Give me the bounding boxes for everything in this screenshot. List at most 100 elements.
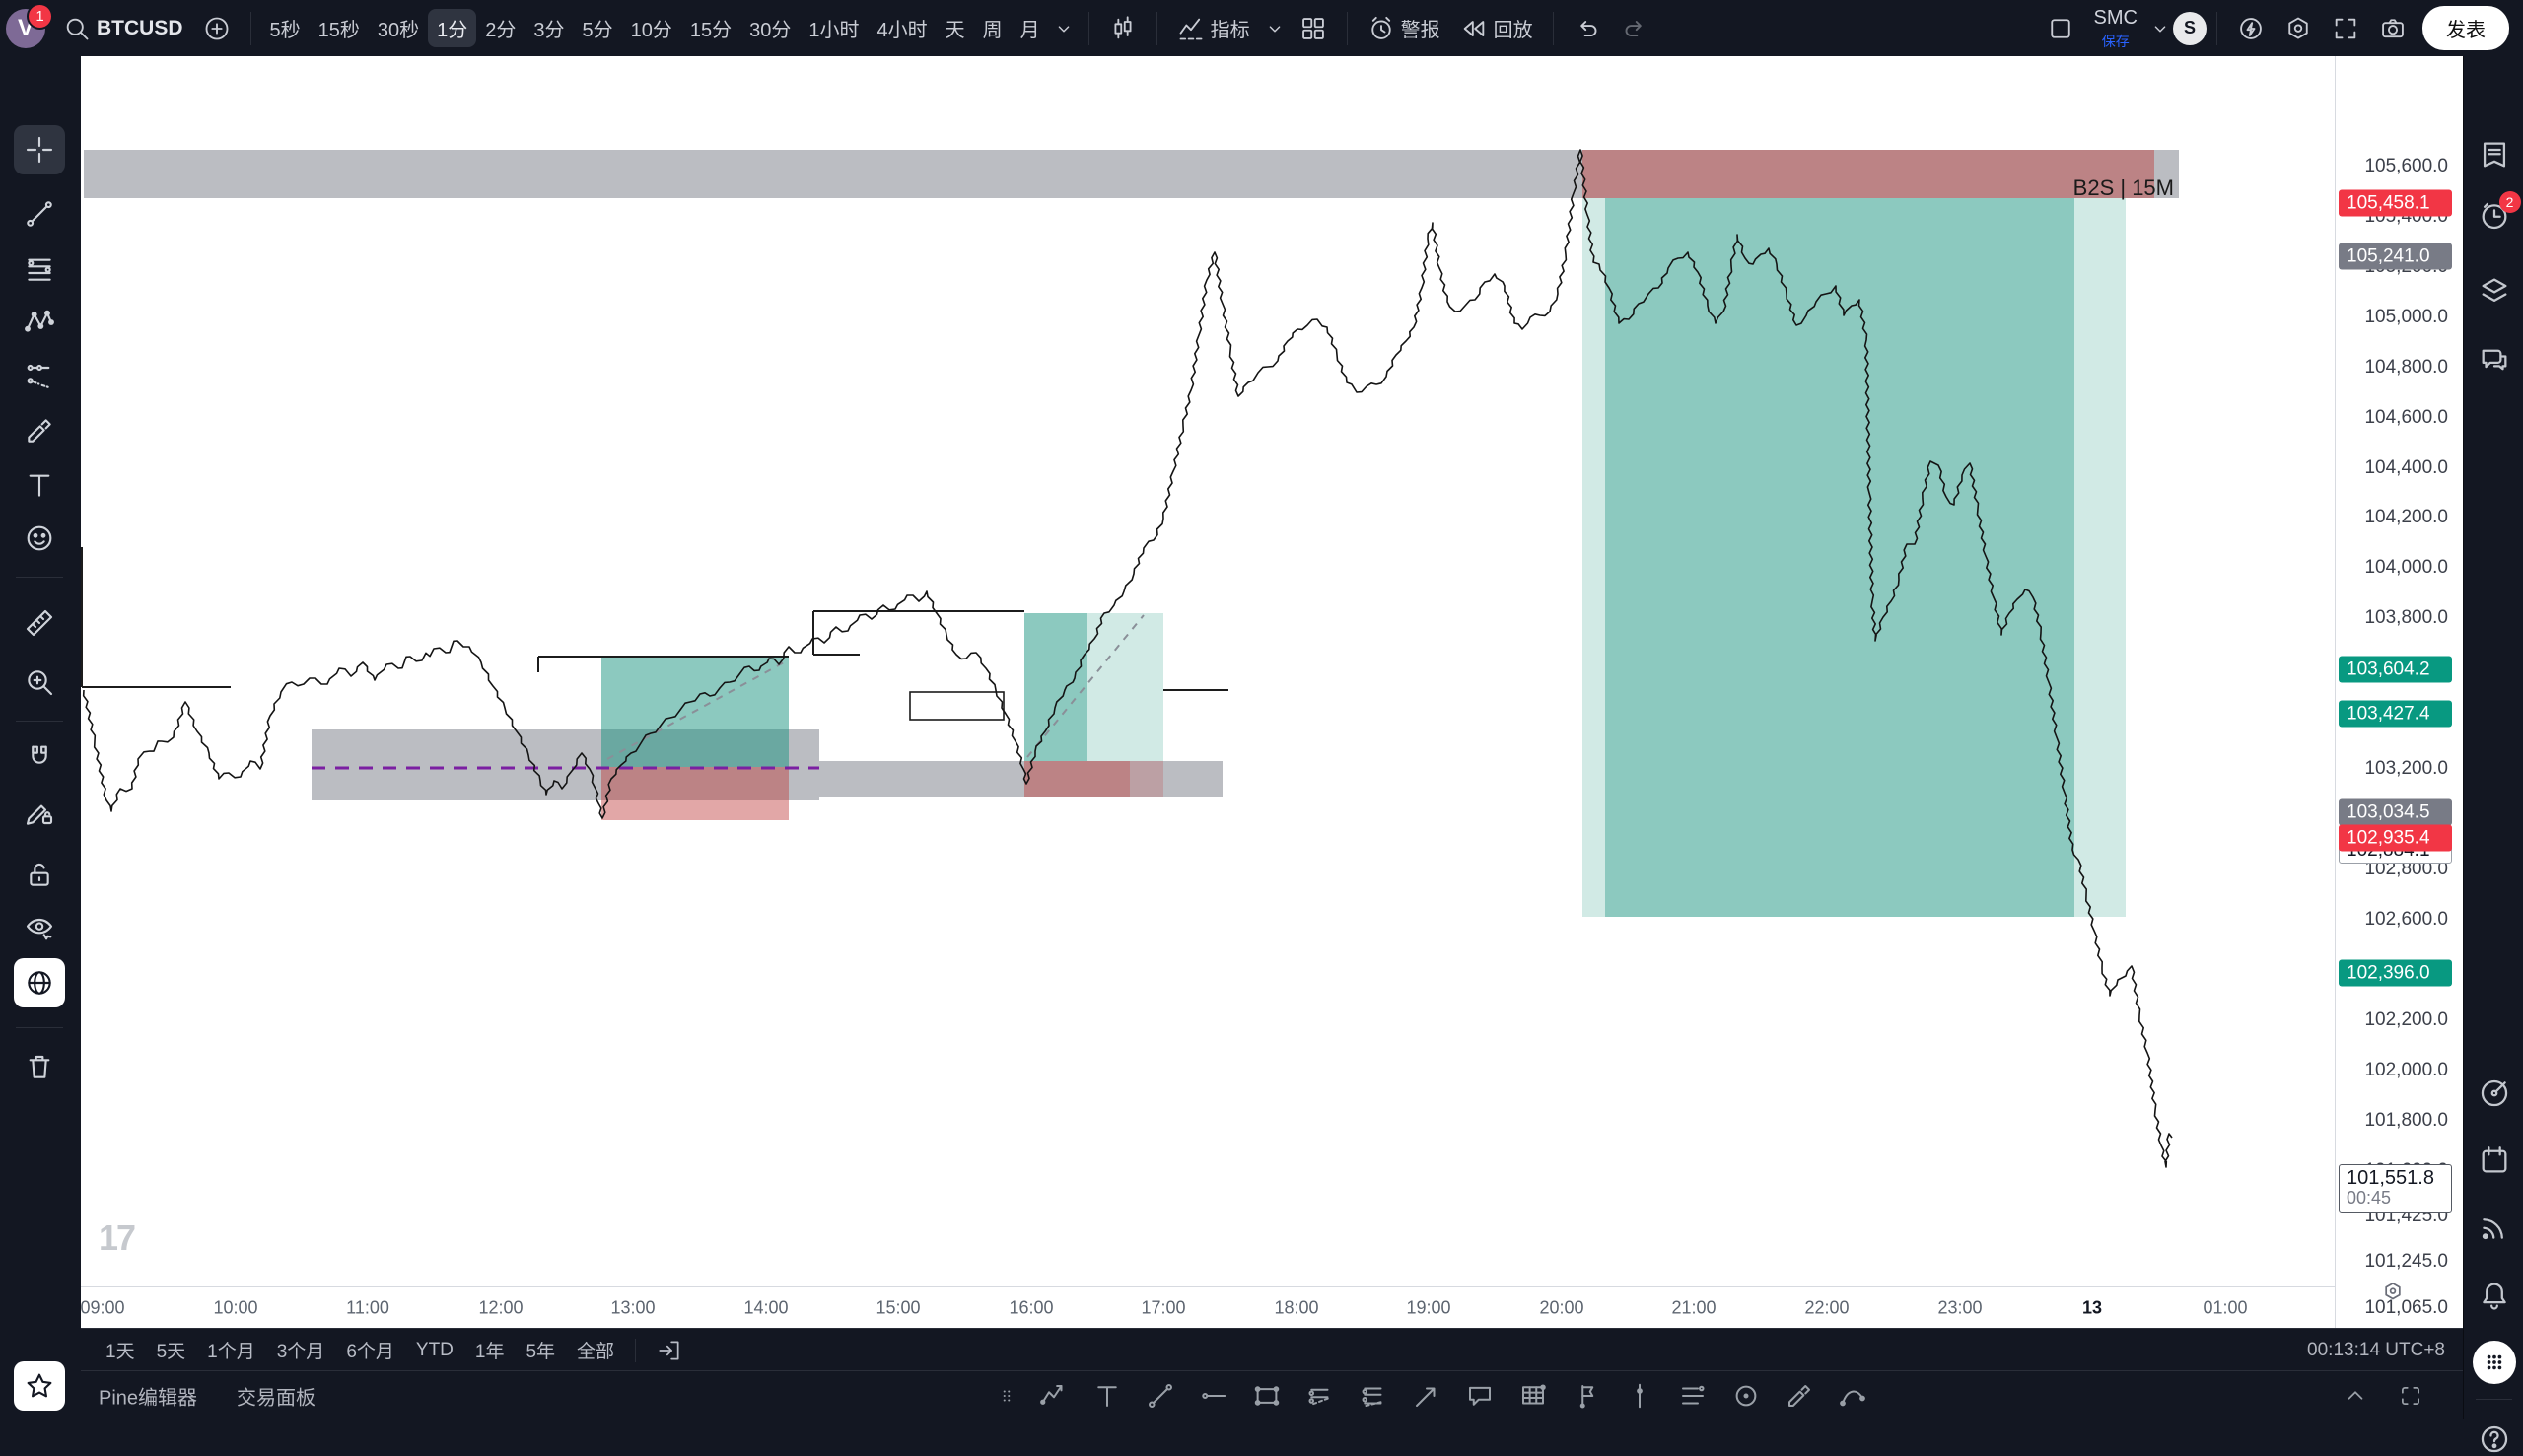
drag-handle-icon[interactable] <box>998 1381 1016 1411</box>
supply-band-gray[interactable] <box>84 150 2179 198</box>
tool-globe-sync[interactable] <box>14 958 65 1007</box>
replay-button[interactable]: 回放 <box>1450 9 1543 47</box>
sidebar-watchlist[interactable] <box>2478 138 2511 172</box>
demand-big-right-light[interactable] <box>2074 198 2126 917</box>
tool-trash[interactable] <box>14 1042 65 1091</box>
dock-tool-callout[interactable] <box>1465 1381 1495 1411</box>
account-avatar[interactable]: S <box>2173 11 2207 45</box>
tool-trend-line[interactable] <box>14 189 65 239</box>
dock-tool-gann-box[interactable] <box>1518 1381 1548 1411</box>
tool-ruler[interactable] <box>14 598 65 648</box>
tool-magnet[interactable] <box>14 733 65 783</box>
dock-tool-flag-pattern[interactable] <box>1572 1381 1601 1411</box>
dock-tool-circle-tool[interactable] <box>1731 1381 1761 1411</box>
user-menu-avatar[interactable]: V 1 <box>6 2 53 48</box>
tool-brush[interactable] <box>14 406 65 455</box>
sidebar-chat[interactable] <box>2478 343 2511 377</box>
dock-tool-disjoint-channel[interactable] <box>1359 1381 1388 1411</box>
timeframe-15秒[interactable]: 15秒 <box>317 20 360 41</box>
demand-mid-2-light[interactable] <box>1087 613 1163 761</box>
time-axis[interactable]: 09:00 10:00 11:00 12:00 13:00 14:00 15:00 16:00… <box>80 1286 2335 1329</box>
timeframe-5秒[interactable]: 5秒 <box>269 20 301 41</box>
undo-button[interactable] <box>1564 10 1611 47</box>
tool-forecast[interactable] <box>14 351 65 400</box>
range-全部[interactable]: 全部 <box>577 1342 615 1362</box>
dock-tool-vertical-line[interactable] <box>1625 1381 1654 1411</box>
settings-button[interactable] <box>2275 10 2322 47</box>
tool-emoji[interactable] <box>14 514 65 563</box>
favorites-star-button[interactable] <box>14 1361 65 1411</box>
range-1年[interactable]: 1年 <box>474 1342 505 1362</box>
layout-name-button[interactable]: SMC 保存 <box>2084 3 2147 54</box>
tool-fib-retracement[interactable] <box>14 244 65 294</box>
fullscreen-button[interactable] <box>2322 10 2369 47</box>
indicators-button[interactable]: 指标 <box>1167 9 1260 47</box>
range-6个月[interactable]: 6个月 <box>346 1342 394 1362</box>
alert-button[interactable]: 警报 <box>1358 9 1450 47</box>
indicator-templates-button[interactable] <box>1260 13 1290 44</box>
expand-panel-icon[interactable] <box>2343 1383 2368 1409</box>
symbol-search-button[interactable]: BTCUSD <box>53 10 193 47</box>
tool-xabcd-pattern[interactable] <box>14 298 65 347</box>
timeframe-4小时[interactable]: 4小时 <box>876 20 928 41</box>
price-axis[interactable]: 101,551.8 00:45 105,600.0105,400.0105,20… <box>2335 56 2464 1328</box>
gray-band-mid-ext[interactable] <box>819 761 1223 797</box>
red-band-mid-2-light[interactable] <box>1130 761 1163 797</box>
tool-text-tool[interactable] <box>14 460 65 510</box>
tool-crosshair[interactable] <box>14 125 65 174</box>
layout-select-button[interactable] <box>2037 10 2084 47</box>
demand-big-left-light[interactable] <box>1582 198 1605 917</box>
outline-rectangle[interactable] <box>909 691 1005 721</box>
tool-pencil-lock[interactable] <box>14 789 65 838</box>
timeframe-30分[interactable]: 30分 <box>749 20 792 41</box>
dock-tool-arrow-marker[interactable] <box>1412 1381 1441 1411</box>
tool-eye-hide[interactable] <box>14 903 65 952</box>
tab-交易面板[interactable]: 交易面板 <box>237 1387 315 1409</box>
tool-zoom-in[interactable] <box>14 658 65 707</box>
dock-tool-horizontal-ray[interactable] <box>1199 1381 1228 1411</box>
timeframe-15分[interactable]: 15分 <box>689 20 733 41</box>
tool-lock-open[interactable] <box>14 850 65 899</box>
range-YTD[interactable]: YTD <box>415 1339 454 1360</box>
sidebar-calendar[interactable] <box>2478 1144 2511 1177</box>
maximize-panel-icon[interactable] <box>2398 1383 2423 1409</box>
layout-menu-button[interactable] <box>2147 13 2173 44</box>
supply-band-pink[interactable] <box>1582 150 2154 198</box>
sidebar-news-feed[interactable] <box>2478 1211 2511 1244</box>
demand-mid-2[interactable] <box>1024 613 1087 761</box>
timeframe-3分[interactable]: 3分 <box>533 20 565 41</box>
timeframe-月[interactable]: 月 <box>1019 20 1040 41</box>
publish-button[interactable]: 发表 <box>2422 6 2509 50</box>
sidebar-alert-clock[interactable]: 2 <box>2478 191 2521 233</box>
dock-tool-zigzag-arrow[interactable] <box>1039 1381 1069 1411</box>
timeframe-more-button[interactable] <box>1049 13 1079 44</box>
demand-big[interactable] <box>1605 198 2074 917</box>
sidebar-object-tree[interactable] <box>2478 274 2511 308</box>
range-5年[interactable]: 5年 <box>526 1342 556 1362</box>
price-scale-settings-icon[interactable] <box>2380 1279 2406 1304</box>
range-3个月[interactable]: 3个月 <box>276 1342 325 1362</box>
timeframe-1小时[interactable]: 1小时 <box>808 20 860 41</box>
range-5天[interactable]: 5天 <box>156 1342 186 1362</box>
sidebar-apps-grid[interactable] <box>2472 1341 2516 1384</box>
dock-tool-rect-tool[interactable] <box>1252 1381 1282 1411</box>
dashed-trendline-2[interactable] <box>1026 614 1145 758</box>
compare-add-button[interactable] <box>193 10 241 47</box>
red-band-mid-1[interactable] <box>601 767 789 820</box>
dock-tool-text-tool[interactable] <box>1092 1381 1122 1411</box>
tab-Pine编辑器[interactable]: Pine编辑器 <box>99 1387 198 1409</box>
redo-button[interactable] <box>1611 10 1658 47</box>
sidebar-notifications-bell[interactable] <box>2478 1279 2511 1312</box>
timeframe-天[interactable]: 天 <box>945 20 965 41</box>
layout-grid-button[interactable] <box>1290 10 1337 47</box>
timeframe-2分[interactable]: 2分 <box>485 20 517 41</box>
goto-date-button[interactable] <box>646 1334 693 1367</box>
timeframe-1分[interactable]: 1分 <box>428 9 477 47</box>
demand-mid-1[interactable] <box>601 658 789 767</box>
dock-tool-curve[interactable] <box>1838 1381 1867 1411</box>
range-1个月[interactable]: 1个月 <box>207 1342 255 1362</box>
dock-tool-brush[interactable] <box>1785 1381 1814 1411</box>
range-1天[interactable]: 1天 <box>105 1342 135 1362</box>
timeframe-5分[interactable]: 5分 <box>582 20 613 41</box>
dashed-trendline-1[interactable] <box>606 661 785 760</box>
